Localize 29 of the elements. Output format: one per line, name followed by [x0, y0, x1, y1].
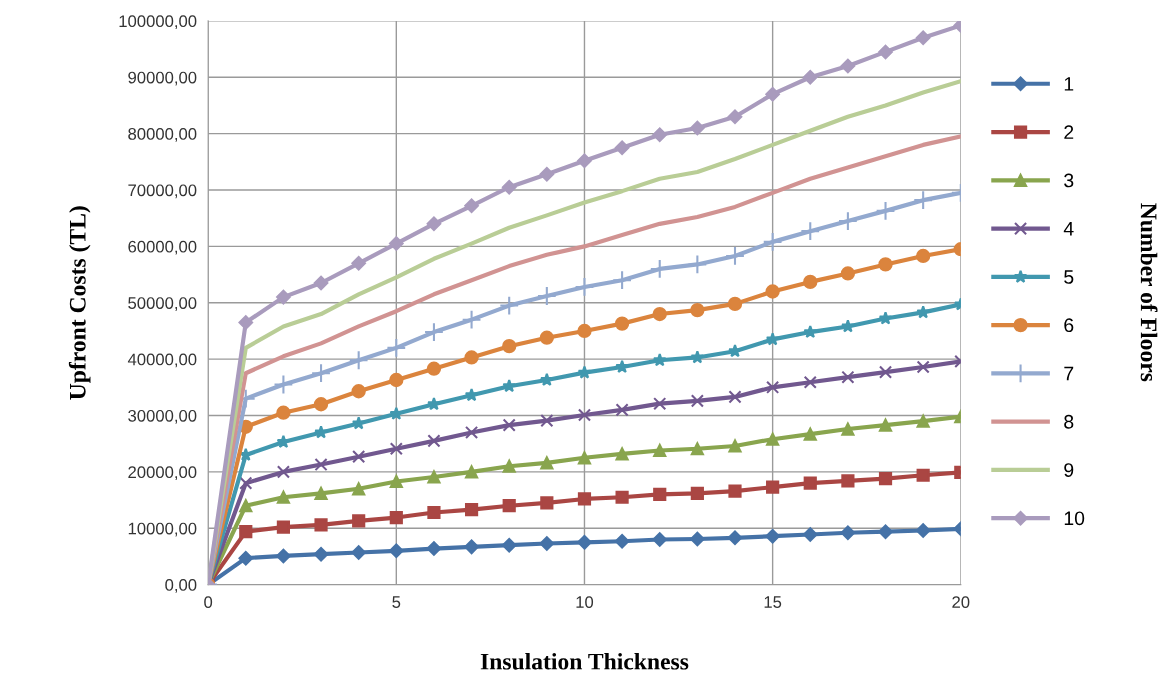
x-tick-label: 15	[764, 596, 782, 608]
y-tick-label: 90000,00	[128, 71, 197, 86]
x-tick-label: 0	[204, 596, 213, 608]
legend-label: 10	[1064, 511, 1085, 526]
y-tick-label: 0,00	[165, 579, 197, 593]
x-tick-label: 10	[576, 596, 594, 608]
legend-label: 3	[1064, 173, 1074, 188]
legend-label: 6	[1064, 318, 1074, 333]
y-tick-label: 20000,00	[128, 466, 197, 481]
y-tick-label: 80000,00	[128, 128, 197, 142]
legend-label: 1	[1064, 77, 1074, 91]
y-tick-label: 30000,00	[128, 409, 197, 424]
y-tick-label: 70000,00	[128, 184, 197, 199]
y-tick-label: 60000,00	[128, 240, 197, 255]
legend-label: 8	[1064, 414, 1074, 429]
y-axis-title: Upfront Costs (TL)	[68, 206, 91, 400]
y-tick-label: 50000,00	[128, 297, 197, 311]
y-tick-label: 100000,00	[119, 15, 197, 30]
legend-label: 9	[1064, 463, 1074, 477]
legend-label: 2	[1064, 125, 1074, 139]
legend-title: Number of Floors	[1140, 203, 1158, 382]
y-tick-label: 10000,00	[128, 522, 197, 537]
legend-label: 4	[1063, 222, 1074, 236]
x-tick-label: 20	[952, 596, 970, 608]
y-tick-label: 40000,00	[127, 353, 197, 368]
legend-label: 7	[1064, 366, 1074, 381]
x-tick-label: 5	[392, 596, 401, 608]
legend-label: 5	[1064, 270, 1074, 284]
x-axis-title: Insulation Thickness	[480, 652, 689, 670]
